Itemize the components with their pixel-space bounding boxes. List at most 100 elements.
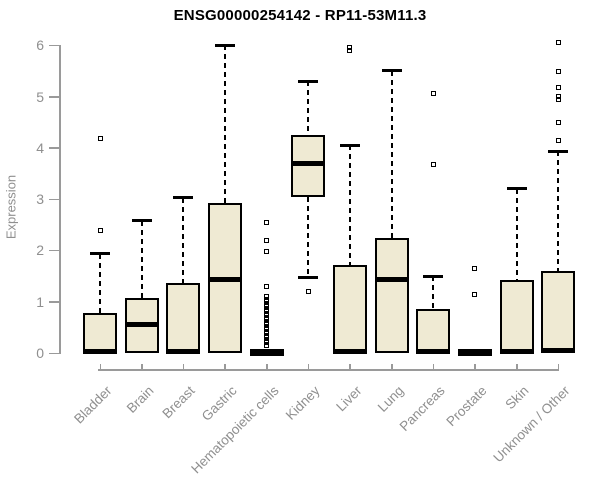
y-tick-label: 6 — [36, 37, 44, 54]
outlier-point — [347, 45, 353, 51]
y-tick-label: 0 — [36, 345, 44, 361]
outlier-point — [97, 136, 103, 142]
upper-whisker — [307, 81, 310, 135]
lower-whisker-cap — [298, 275, 319, 279]
upper-whisker-cap — [298, 79, 319, 83]
upper-whisker-cap — [173, 196, 194, 200]
upper-whisker — [557, 151, 560, 271]
upper-whisker-cap — [90, 252, 110, 256]
upper-whisker — [348, 145, 351, 265]
outlier-point — [555, 40, 561, 46]
outlier-point — [430, 161, 436, 167]
x-tick — [557, 364, 560, 369]
upper-whisker — [182, 197, 185, 283]
outlier-point — [264, 219, 270, 225]
box — [83, 312, 117, 353]
outlier-point — [264, 342, 270, 348]
box — [166, 282, 201, 353]
outlier-point — [555, 85, 561, 91]
x-tick — [432, 364, 435, 369]
outlier-point — [264, 249, 270, 255]
y-tick-label: 2 — [36, 242, 44, 259]
upper-whisker — [140, 220, 143, 299]
box — [374, 238, 409, 353]
y-tick-label: 4 — [36, 139, 44, 156]
median-line — [374, 276, 409, 282]
outlier-point — [264, 317, 270, 323]
x-tick — [99, 364, 101, 369]
median-line — [207, 277, 242, 283]
outlier-point — [264, 237, 270, 243]
median-line — [166, 348, 201, 354]
chart-title: ENSG00000254142 - RP11-53M11.3 — [173, 7, 427, 24]
median-line — [457, 349, 492, 355]
outlier-point — [472, 291, 478, 297]
median-line — [541, 348, 576, 354]
upper-whisker-cap — [339, 143, 360, 147]
x-tick — [307, 364, 310, 369]
outlier-point — [264, 299, 270, 305]
upper-whisker — [515, 188, 518, 280]
outlier-point — [555, 94, 561, 99]
outlier-point — [264, 327, 270, 333]
outlier-point — [264, 322, 270, 328]
upper-whisker-cap — [381, 69, 402, 73]
box — [541, 270, 576, 353]
outlier-point — [264, 296, 270, 302]
median-line — [332, 348, 367, 354]
y-axis-line — [59, 45, 61, 354]
y-axis-label: Expression — [3, 174, 19, 240]
x-tick — [516, 364, 518, 369]
outlier-point — [555, 69, 561, 75]
x-tick — [224, 364, 226, 369]
median-line — [416, 348, 451, 354]
box — [332, 264, 367, 353]
median-line — [249, 349, 284, 355]
x-tick — [391, 364, 393, 369]
y-tick — [49, 352, 59, 354]
median-line — [291, 160, 326, 166]
y-tick — [49, 198, 59, 201]
outlier-point — [264, 301, 270, 307]
outlier-point — [305, 288, 311, 294]
median-line — [83, 348, 117, 354]
outlier-point — [472, 265, 478, 271]
x-axis-line — [98, 369, 559, 371]
outlier-point — [97, 228, 103, 234]
box — [291, 134, 326, 197]
outlier-point — [264, 309, 270, 315]
upper-whisker — [99, 253, 101, 313]
outlier-point — [264, 314, 270, 320]
y-tick — [49, 249, 59, 252]
outlier-point — [555, 96, 561, 102]
upper-whisker — [223, 45, 226, 204]
box — [416, 309, 451, 353]
x-tick — [266, 364, 268, 369]
outlier-point — [264, 306, 270, 312]
outlier-point — [264, 324, 270, 330]
median-line — [499, 348, 534, 354]
outlier-point — [264, 294, 270, 300]
median-line — [124, 322, 159, 328]
upper-whisker-cap — [214, 43, 235, 47]
x-tick — [474, 364, 476, 369]
x-tick — [141, 364, 143, 369]
outlier-point — [264, 329, 270, 335]
upper-whisker-cap — [423, 274, 444, 278]
outlier-point — [264, 337, 270, 343]
y-tick-label: 3 — [36, 191, 44, 208]
y-tick-label: 5 — [36, 88, 44, 105]
outlier-point — [555, 137, 561, 143]
x-tick — [349, 364, 351, 369]
y-tick-label: 1 — [36, 293, 44, 310]
outlier-point — [264, 283, 270, 289]
x-tick — [182, 364, 185, 369]
outlier-point — [264, 304, 270, 310]
outlier-point — [264, 332, 270, 338]
outlier-point — [264, 319, 270, 325]
upper-whisker — [432, 276, 435, 310]
upper-whisker-cap — [131, 219, 152, 223]
outlier-point — [264, 340, 270, 346]
upper-whisker-cap — [548, 149, 569, 153]
